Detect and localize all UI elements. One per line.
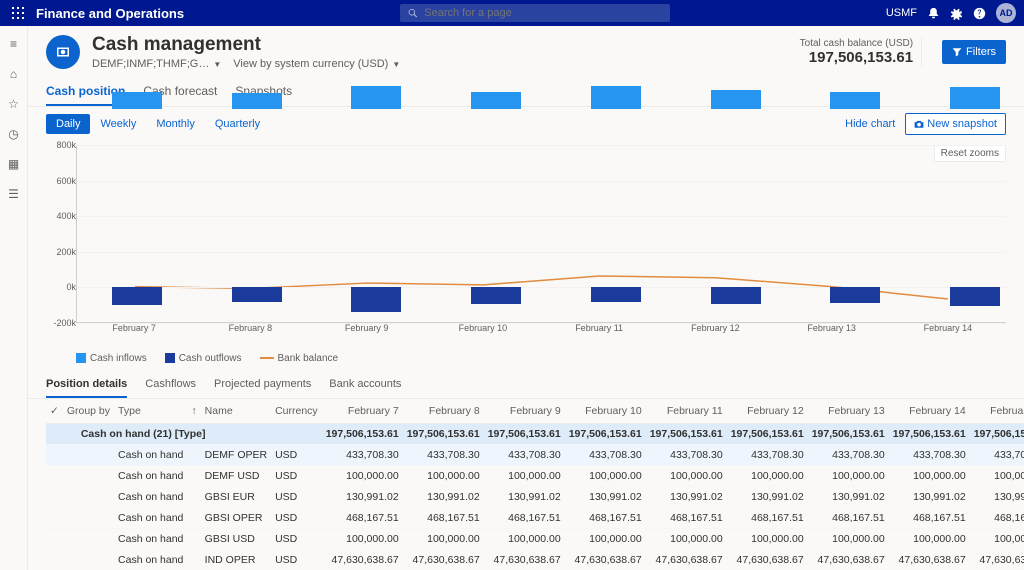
rail-list-icon[interactable]: ☰ [6, 186, 22, 202]
detail-tabs: Position details Cashflows Projected payme… [28, 370, 1024, 399]
chart-toolbar: DailyWeeklyMonthlyQuarterly Hide chart N… [28, 107, 1024, 141]
entity-selector[interactable]: DEMF;INMF;THMF;G…▼ [92, 58, 221, 70]
col-header[interactable]: February 15 [970, 399, 1024, 424]
table-row[interactable]: Cash on handDEMF USDUSD100,000.00100,000… [46, 466, 1024, 487]
col-header[interactable]: February 13 [808, 399, 889, 424]
group-row[interactable]: Cash on hand (21) [Type]197,506,153.6119… [46, 424, 1024, 445]
new-snapshot-button[interactable]: New snapshot [905, 113, 1006, 135]
freq-quarterly[interactable]: Quarterly [205, 114, 270, 134]
avatar[interactable]: AD [996, 3, 1016, 23]
chart-plot[interactable] [76, 145, 1006, 323]
legend-outflows: Cash outflows [165, 353, 242, 364]
col-header[interactable]: ↑ [187, 399, 200, 424]
help-icon[interactable] [973, 7, 986, 20]
rail-menu-icon[interactable]: ≡ [6, 36, 22, 52]
page-title: Cash management [92, 34, 788, 56]
chevron-down-icon: ▼ [392, 60, 400, 69]
chart-legend: Cash inflows Cash outflows Bank balance [28, 351, 1024, 370]
bell-icon[interactable] [927, 7, 940, 20]
topbar-right: USMF AD [886, 3, 1016, 23]
col-header[interactable]: Group by [63, 399, 114, 424]
search-icon [408, 8, 418, 19]
cash-icon [46, 35, 80, 69]
search-box[interactable] [400, 4, 670, 22]
freq-weekly[interactable]: Weekly [90, 114, 146, 134]
legend-inflows: Cash inflows [76, 353, 147, 364]
view-selector[interactable]: View by system currency (USD)▼ [233, 58, 400, 70]
col-header[interactable]: February 10 [565, 399, 646, 424]
col-header[interactable]: February 7 [322, 399, 403, 424]
gear-icon[interactable] [950, 7, 963, 20]
app-launcher-icon[interactable] [8, 3, 28, 23]
page-header: Cash management DEMF;INMF;THMF;G…▼ View … [28, 26, 1024, 74]
table-row[interactable]: Cash on handGBSI OPERUSD468,167.51468,16… [46, 508, 1024, 529]
col-header[interactable]: Type [114, 399, 187, 424]
table-row[interactable]: Cash on handGBSI USDUSD100,000.00100,000… [46, 529, 1024, 550]
rail-workspace-icon[interactable]: ▦ [6, 156, 22, 172]
y-axis: -200k0k200k400k600k800k [46, 145, 76, 327]
rail-home-icon[interactable]: ⌂ [6, 66, 22, 82]
topbar: Finance and Operations USMF AD [0, 0, 1024, 26]
table-row[interactable]: Cash on handGBSI EURUSD130,991.02130,991… [46, 487, 1024, 508]
table-row[interactable]: Cash on handIND OPERUSD47,630,638.6747,6… [46, 550, 1024, 570]
col-header[interactable]: ✓ [46, 399, 63, 424]
col-header[interactable]: February 12 [727, 399, 808, 424]
subtab-cashflows[interactable]: Cashflows [145, 374, 196, 398]
company-label[interactable]: USMF [886, 7, 917, 19]
data-grid[interactable]: ✓Group byType↑NameCurrencyFebruary 7Febr… [46, 399, 1024, 570]
col-header[interactable]: February 11 [646, 399, 727, 424]
hide-chart-link[interactable]: Hide chart [845, 118, 895, 130]
col-header[interactable]: February 9 [484, 399, 565, 424]
subtab-position-details[interactable]: Position details [46, 374, 127, 398]
col-header[interactable]: February 8 [403, 399, 484, 424]
brand-label: Finance and Operations [36, 6, 184, 21]
subtab-projected-payments[interactable]: Projected payments [214, 374, 311, 398]
col-header[interactable]: February 14 [889, 399, 970, 424]
freq-monthly[interactable]: Monthly [146, 114, 205, 134]
freq-daily[interactable]: Daily [46, 114, 90, 134]
chevron-down-icon: ▼ [213, 60, 221, 69]
rail-recent-icon[interactable]: ◷ [6, 126, 22, 142]
col-header[interactable]: Name [201, 399, 271, 424]
filter-icon [952, 47, 962, 57]
table-row[interactable]: Cash on handDEMF OPERUSD433,708.30433,70… [46, 445, 1024, 466]
chart-area: Reset zooms -200k0k200k400k600k800k Febr… [28, 141, 1024, 351]
total-balance: Total cash balance (USD) 197,506,153.61 [800, 38, 922, 66]
grid-wrap: ✓Group byType↑NameCurrencyFebruary 7Febr… [28, 399, 1024, 570]
col-header[interactable]: Currency [271, 399, 322, 424]
legend-balance: Bank balance [260, 353, 339, 364]
rail-star-icon[interactable]: ☆ [6, 96, 22, 112]
search-input[interactable] [424, 7, 662, 19]
camera-icon [914, 119, 924, 129]
side-rail: ≡ ⌂ ☆ ◷ ▦ ☰ [0, 26, 28, 570]
x-axis: February 7February 8February 9February 1… [76, 323, 1006, 341]
filters-button[interactable]: Filters [942, 40, 1006, 64]
subtab-bank-accounts[interactable]: Bank accounts [329, 374, 401, 398]
